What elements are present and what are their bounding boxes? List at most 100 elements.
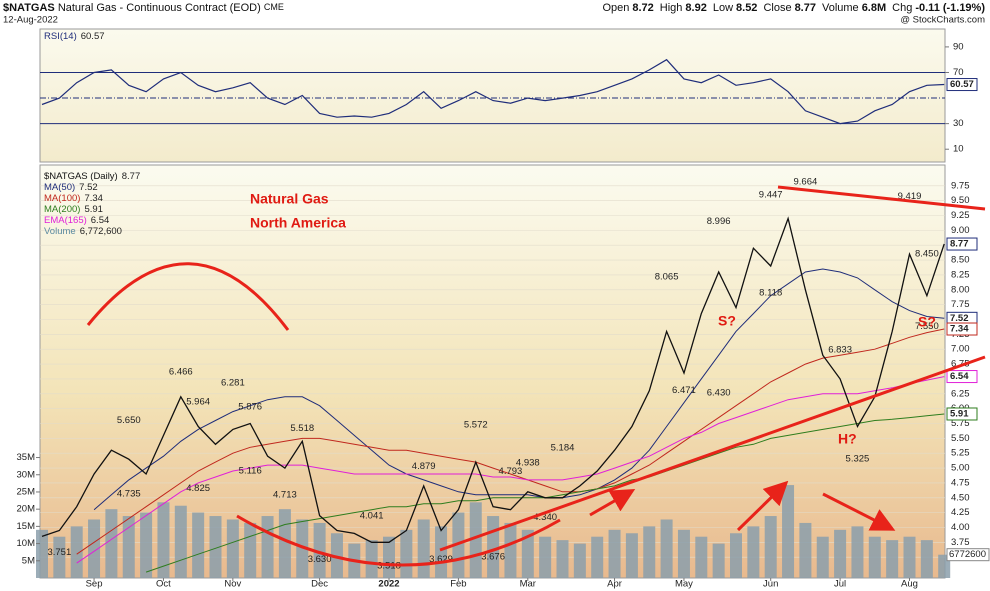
price-label: 7.550 bbox=[915, 321, 939, 332]
volume-tick-label: 5M bbox=[22, 555, 35, 566]
volume-bar bbox=[365, 540, 378, 578]
price-label: 5.184 bbox=[551, 443, 575, 454]
value-tag-text: 8.77 bbox=[950, 239, 969, 250]
volume-bar bbox=[174, 505, 187, 578]
quote-name: Chg bbox=[892, 2, 912, 14]
y-tick-label: 8.25 bbox=[951, 269, 970, 280]
volume-bar bbox=[504, 522, 517, 578]
price-label: 6.430 bbox=[707, 388, 731, 399]
legend-entry: MA(200) 5.91 bbox=[44, 204, 103, 215]
legend-entry: MA(50) 7.52 bbox=[44, 182, 98, 193]
y-tick-label: 9.00 bbox=[951, 225, 970, 236]
legend-name: MA(200) bbox=[44, 204, 80, 215]
annotation: North America bbox=[250, 215, 346, 231]
legend-entry: MA(100) 7.34 bbox=[44, 193, 103, 204]
y-tick-label: 4.25 bbox=[951, 507, 970, 518]
rsi-tick-label: 90 bbox=[953, 41, 964, 52]
volume-tick-label: 10M bbox=[17, 538, 36, 549]
x-tick-label: Dec bbox=[311, 579, 328, 590]
volume-bar bbox=[886, 540, 899, 578]
volume-bar bbox=[782, 485, 795, 578]
rsi-tag bbox=[946, 78, 978, 92]
volume-bar bbox=[608, 529, 621, 578]
rsi-tick-label: 10 bbox=[953, 144, 964, 155]
volume-bar bbox=[695, 536, 708, 578]
chart-header: $NATGAS Natural Gas - Continuous Contrac… bbox=[3, 2, 284, 14]
price-label: 5.650 bbox=[117, 415, 141, 426]
quote-name: Volume bbox=[822, 2, 859, 14]
legend-entry: $NATGAS (Daily) 8.77 bbox=[44, 171, 140, 182]
chart-title: Natural Gas - Continuous Contract (EOD) bbox=[58, 2, 261, 14]
legend-value: 60.57 bbox=[81, 31, 105, 42]
quote-value: -0.11 bbox=[915, 2, 939, 14]
volume-bar bbox=[591, 536, 604, 578]
volume-bar bbox=[487, 516, 500, 578]
x-tick-label: Oct bbox=[156, 579, 171, 590]
x-tick-label: Mar bbox=[520, 579, 536, 590]
arrow bbox=[736, 480, 789, 532]
y-tick-label: 3.75 bbox=[951, 537, 970, 548]
quote-name: Low bbox=[713, 2, 733, 14]
value-tag bbox=[946, 370, 978, 384]
rsi-line bbox=[41, 58, 945, 125]
price-label: 4.340 bbox=[533, 512, 557, 523]
legend-name: MA(100) bbox=[44, 193, 80, 204]
volume-bar bbox=[435, 526, 448, 578]
volume-bar bbox=[851, 526, 864, 578]
price-label: 6.833 bbox=[828, 345, 852, 356]
y-tick-label: 5.00 bbox=[951, 463, 970, 474]
volume-bar bbox=[660, 519, 673, 578]
quote-value: 8.72 bbox=[632, 2, 653, 14]
volume-bar bbox=[573, 543, 586, 578]
price-label: 8.450 bbox=[915, 249, 939, 260]
volume-bar bbox=[261, 516, 274, 578]
price-label: 8.996 bbox=[707, 216, 731, 227]
volume-bar bbox=[747, 526, 760, 578]
volume-tick-label: 35M bbox=[17, 452, 36, 463]
volume-bar bbox=[192, 512, 205, 578]
price-line bbox=[41, 216, 945, 543]
price-label: 8.065 bbox=[655, 271, 679, 282]
rsi-tick-label: 30 bbox=[953, 118, 964, 129]
quote-value: 8.52 bbox=[736, 2, 757, 14]
arrow bbox=[589, 489, 636, 517]
volume-bar bbox=[625, 533, 638, 578]
volume-bar bbox=[122, 516, 135, 578]
legend-name: $NATGAS (Daily) bbox=[44, 171, 118, 182]
quote-value: 6.8M bbox=[862, 2, 886, 14]
price-label: 5.964 bbox=[186, 396, 210, 407]
legend-entry: EMA(165) 6.54 bbox=[44, 215, 109, 226]
legend-name: MA(50) bbox=[44, 182, 75, 193]
price-label: 4.825 bbox=[186, 483, 210, 494]
rsi-panel bbox=[39, 28, 946, 163]
quote-value: (-1.19%) bbox=[943, 2, 986, 14]
price-label: 9.419 bbox=[898, 191, 922, 202]
volume-bar bbox=[643, 526, 656, 578]
volume-bar bbox=[903, 536, 916, 578]
price-label: 6.281 bbox=[221, 377, 245, 388]
price-label: 4.713 bbox=[273, 490, 297, 501]
volume-bar bbox=[417, 519, 430, 578]
volume-tag bbox=[946, 548, 990, 562]
volume-bar bbox=[400, 529, 413, 578]
price-label: 4.735 bbox=[117, 488, 141, 499]
price-label: 3.629 bbox=[429, 554, 453, 565]
volume-bar bbox=[452, 512, 465, 578]
quote-name: Open bbox=[602, 2, 629, 14]
legend-entry: Volume 6,772,600 bbox=[44, 226, 122, 237]
value-tag-text: 6.54 bbox=[950, 371, 969, 382]
price-label: 4.938 bbox=[516, 457, 540, 468]
annotation: S? bbox=[918, 314, 936, 330]
volume-bar bbox=[105, 509, 118, 578]
annotation: S? bbox=[718, 313, 736, 329]
annotation: H? bbox=[838, 431, 857, 447]
y-tick-label: 6.25 bbox=[951, 388, 970, 399]
bottom-arc bbox=[236, 514, 561, 567]
price-label: 4.879 bbox=[412, 461, 436, 472]
x-tick-label: Feb bbox=[450, 579, 466, 590]
volume-tick-label: 30M bbox=[17, 469, 36, 480]
price-label: 4.041 bbox=[360, 511, 384, 522]
x-tick-label: Jul bbox=[834, 579, 846, 590]
value-tag bbox=[946, 407, 978, 421]
volume-bar bbox=[88, 519, 101, 578]
